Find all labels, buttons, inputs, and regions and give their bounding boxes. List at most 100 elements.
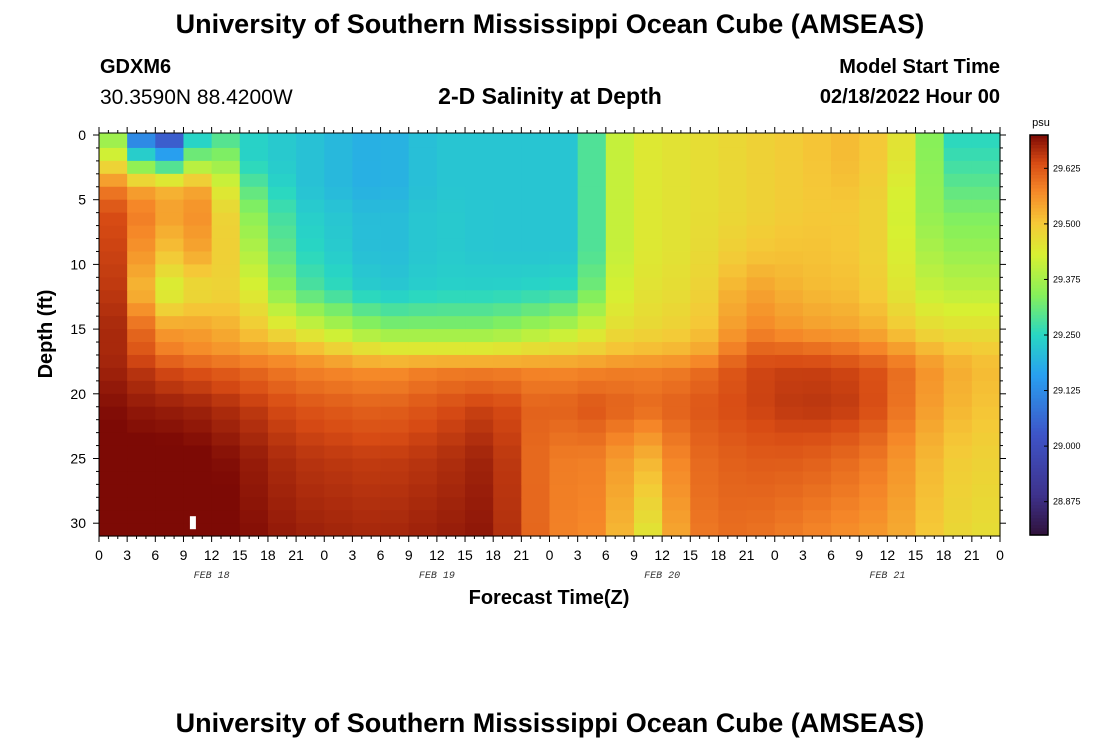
heatmap-cell [211, 497, 241, 511]
heatmap-cell [746, 354, 776, 369]
heatmap-cell [465, 471, 494, 485]
heatmap-cell [802, 497, 832, 511]
heatmap-cell [915, 432, 945, 447]
heatmap-cell [718, 133, 748, 149]
colorbar-segment [1030, 235, 1048, 239]
heatmap-cell [296, 238, 325, 253]
heatmap-cell [662, 484, 691, 498]
date-label: FEB 20 [644, 571, 680, 582]
heatmap-cell [183, 406, 213, 421]
heatmap-cell [465, 458, 494, 473]
x-tick-label: 18 [936, 547, 952, 563]
heatmap-cell [267, 238, 297, 253]
heatmap-cell [915, 290, 945, 304]
heatmap-cell [465, 393, 494, 408]
colorbar-segment [1030, 195, 1048, 199]
heatmap-cell [859, 380, 888, 395]
heatmap-cell [324, 497, 354, 511]
heatmap-cell [746, 264, 776, 278]
heatmap-cell [465, 406, 494, 421]
heatmap-cell [127, 225, 156, 240]
heatmap-cell [718, 186, 748, 201]
heatmap-cell [718, 354, 748, 369]
heatmap-cell [211, 147, 241, 162]
heatmap-cell [549, 458, 579, 473]
x-tick-label: 21 [739, 547, 755, 563]
heatmap-cell [493, 290, 522, 304]
heatmap-cell [296, 133, 325, 149]
heatmap-cell [408, 523, 438, 537]
heatmap-cell [746, 290, 776, 304]
x-tick-label: 6 [151, 547, 159, 563]
heatmap-cell [239, 238, 269, 253]
heatmap-cell [521, 354, 551, 369]
x-tick-label: 6 [377, 547, 385, 563]
heatmap-cell [662, 212, 691, 227]
heatmap-cell [774, 316, 804, 330]
heatmap-cell [633, 173, 663, 188]
heatmap-cell [211, 432, 241, 447]
heatmap-cell [408, 354, 438, 369]
heatmap-cell [746, 406, 776, 421]
colorbar-segment [1030, 215, 1048, 219]
heatmap-cell [352, 251, 382, 265]
heatmap-cell [408, 316, 438, 330]
colorbar-segment [1030, 365, 1048, 369]
heatmap-cell [436, 393, 466, 408]
heatmap-cell [352, 342, 382, 356]
heatmap-cell [380, 147, 410, 162]
heatmap-cell [493, 173, 522, 188]
heatmap-cell [493, 329, 522, 343]
heatmap-cell [633, 329, 663, 343]
heatmap-cell [465, 523, 494, 537]
heatmap-cell [296, 497, 325, 511]
heatmap-cell [690, 367, 720, 382]
x-axis-label: Forecast Time(Z) [469, 587, 630, 609]
heatmap-cell [971, 186, 1001, 201]
heatmap-cell [127, 329, 156, 343]
heatmap-cell [493, 199, 522, 214]
heatmap-cell [352, 225, 382, 240]
colorbar-segment [1030, 181, 1048, 186]
heatmap-cell [352, 510, 382, 524]
heatmap-cell [943, 212, 973, 227]
heatmap-cell [239, 445, 269, 460]
heatmap-cell [549, 329, 579, 343]
colorbar-segment [1030, 255, 1048, 259]
heatmap-cell [408, 406, 438, 421]
heatmap-cell [493, 303, 522, 317]
colorbar-segment [1030, 308, 1048, 313]
heatmap-cell [549, 186, 579, 201]
heatmap-cell [859, 277, 888, 291]
heatmap-cell [296, 432, 325, 447]
heatmap-cell [493, 186, 522, 201]
heatmap-cell [915, 471, 945, 485]
heatmap-cell [774, 380, 804, 395]
heatmap-cell [605, 264, 635, 278]
heatmap-cell [521, 303, 551, 317]
heatmap-cell [633, 316, 663, 330]
heatmap-cell [267, 445, 297, 460]
heatmap-cell [577, 354, 607, 369]
heatmap-cell [943, 510, 973, 524]
heatmap-cell [465, 264, 494, 278]
heatmap-cell [155, 277, 185, 291]
heatmap-cell [408, 173, 438, 188]
heatmap-cell [183, 342, 213, 356]
heatmap-cell [493, 238, 522, 253]
heatmap-cell [633, 471, 663, 485]
heatmap-cell [296, 329, 325, 343]
colorbar-segment [1030, 265, 1048, 269]
heatmap-cell [183, 354, 213, 369]
heatmap-cell [183, 303, 213, 317]
heatmap-cell [408, 367, 438, 382]
heatmap-cell [211, 238, 241, 253]
colorbar-segment [1030, 358, 1048, 363]
x-tick-label: 3 [799, 547, 807, 563]
date-label: FEB 19 [419, 571, 455, 582]
colorbar-segment [1030, 165, 1048, 169]
heatmap-cell [549, 406, 579, 421]
model-start-label: Model Start Time [839, 56, 1000, 78]
heatmap-cell [549, 147, 579, 162]
heatmap-cell [183, 147, 213, 162]
